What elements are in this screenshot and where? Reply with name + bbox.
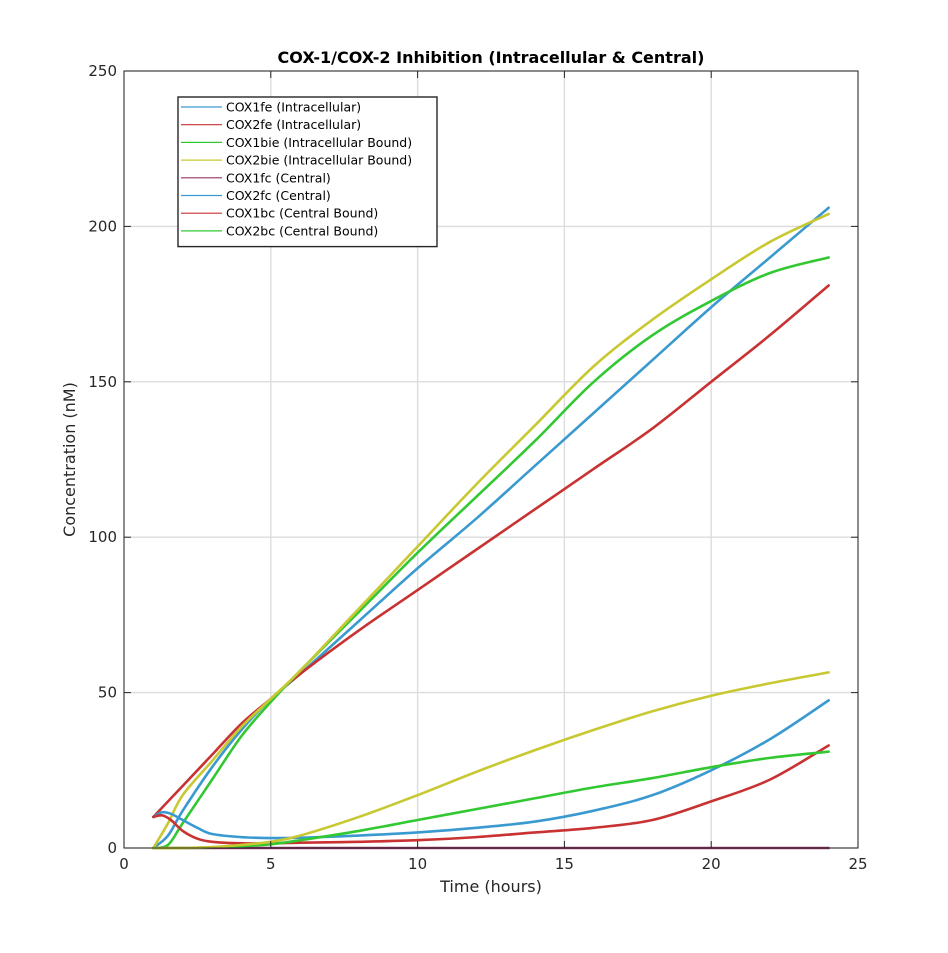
legend-box (177, 96, 438, 248)
legend-label: COX2bie (Intracellular Bound) (226, 153, 412, 168)
series-line-cox2bie-intracellular-bound (152, 212, 830, 850)
legend: COX1fe (Intracellular) COX2fe (Intracellu… (177, 96, 438, 248)
legend-label: COX2bc (Central Bound) (226, 223, 378, 238)
y-tick-label: 150 (88, 373, 117, 391)
x-tick-label: 0 (119, 855, 129, 873)
y-tick-label: 0 (107, 839, 117, 857)
x-tick-label: 5 (266, 855, 276, 873)
series-line-cox1bc-central-bound (152, 744, 830, 845)
chart-title: COX-1/COX-2 Inhibition (Intracellular & … (278, 48, 705, 67)
y-axis-label: Concentration (nM) (60, 382, 79, 537)
legend-label: COX2fc (Central) (226, 188, 331, 203)
legend-label: COX1fc (Central) (226, 170, 331, 185)
y-tick-label: 100 (88, 528, 117, 546)
series-line-series-8 (152, 671, 830, 850)
y-tick-label: 200 (88, 217, 117, 235)
series-line-cox1bie-intracellular-bound (152, 256, 830, 850)
series-line-cox2fc-central (152, 699, 830, 840)
series-line-cox1fe-intracellular (152, 206, 830, 850)
x-axis-label: Time (hours) (439, 877, 542, 896)
x-tick-label: 25 (848, 855, 867, 873)
x-tick-label: 20 (702, 855, 721, 873)
legend-label: COX1bc (Central Bound) (226, 206, 378, 221)
x-tick-label: 15 (555, 855, 574, 873)
legend-label: COX2fe (Intracellular) (226, 117, 361, 132)
x-tick-label: 10 (408, 855, 427, 873)
y-tick-label: 250 (88, 62, 117, 80)
y-tick-label: 50 (98, 684, 117, 702)
legend-label: COX1fe (Intracellular) (226, 100, 361, 115)
plot-frame (123, 70, 859, 849)
series-line-cox2fe-intracellular (152, 284, 830, 819)
legend-label: COX1bie (Intracellular Bound) (226, 135, 412, 150)
series-lines (152, 206, 830, 850)
